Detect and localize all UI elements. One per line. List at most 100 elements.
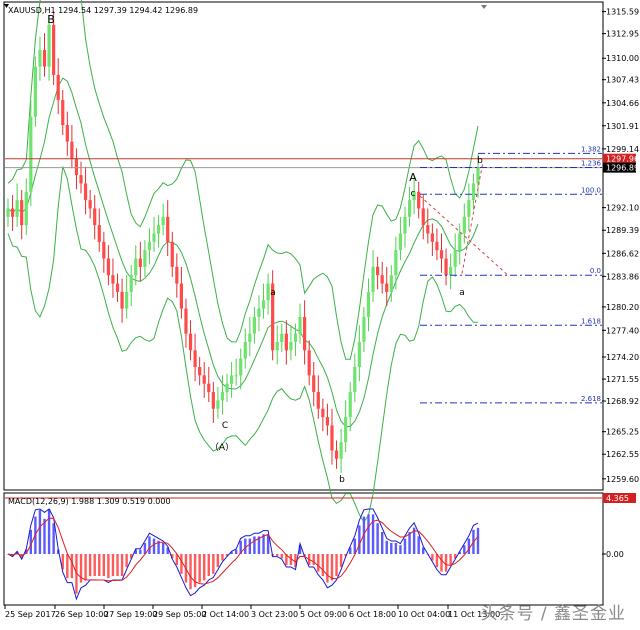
candle-body <box>134 258 138 276</box>
trend-line <box>461 161 484 274</box>
macd-histogram-bar <box>88 554 92 576</box>
macd-histogram-bar <box>358 525 361 554</box>
macd-histogram-bar <box>175 554 179 565</box>
y-tick-label: 1301.91 <box>606 122 639 131</box>
wave-label: b <box>339 475 345 485</box>
candle-body <box>476 167 480 184</box>
macd-histogram-bar <box>262 534 265 554</box>
wave-label: b <box>477 156 483 166</box>
macd-histogram-bar <box>79 554 83 583</box>
candles <box>6 11 480 473</box>
macd-histogram-bar <box>298 545 302 554</box>
candle-body <box>334 450 339 459</box>
macd-histogram-bar <box>125 554 128 568</box>
macd-histogram-bar <box>203 554 206 581</box>
wave-label: C <box>222 421 228 431</box>
current-price-tag-label: 1296.89 <box>606 164 639 173</box>
macd-histogram-bar <box>335 554 338 576</box>
candle-body <box>10 208 15 217</box>
candle-body <box>248 333 252 342</box>
fib-level-label: 100.0 <box>581 186 601 194</box>
candle-body <box>362 316 366 342</box>
candle-body <box>83 183 88 201</box>
candle-body <box>211 392 215 409</box>
macd-histogram-bar <box>239 540 242 554</box>
y-tick-label: 1315.59 <box>606 8 639 17</box>
macd-top-tag-label: 4.365 <box>606 494 629 503</box>
macd-histogram-bar <box>56 549 60 554</box>
fib-level-label: 0.0 <box>590 267 601 275</box>
candle-body <box>225 383 229 393</box>
candle-body <box>357 341 361 367</box>
macd-histogram-bar <box>339 554 343 568</box>
trend-line <box>419 195 509 276</box>
macd-histogram-bar <box>15 551 19 554</box>
current-price-tag <box>603 162 636 173</box>
macd-histogram-bar <box>349 547 352 554</box>
candle-body <box>170 241 174 267</box>
macd-histogram-bar <box>180 554 183 574</box>
y-tick-label: 1307.43 <box>606 76 639 85</box>
candle-body <box>439 250 444 259</box>
macd-histogram-bar <box>390 543 393 554</box>
fib-level-label: 1.618 <box>581 317 601 325</box>
macd-histogram-bar <box>376 523 379 554</box>
candle-body <box>380 275 384 284</box>
macd-histogram-bar <box>248 538 252 554</box>
macd-histogram-bar <box>380 532 384 554</box>
candle-body <box>20 200 24 226</box>
macd-histogram-bar <box>234 549 238 554</box>
macd-histogram-bar <box>422 547 425 554</box>
macd-histogram-bar <box>47 509 51 554</box>
macd-histogram-bar <box>93 554 96 576</box>
macd-histogram-bar <box>29 529 33 554</box>
candle-body <box>298 316 302 334</box>
candle-body <box>207 383 211 393</box>
macd-histogram-bar <box>276 554 279 557</box>
x-tick-label: 5 Oct 09:00 <box>300 610 347 619</box>
candle-body <box>467 200 471 217</box>
macd-histogram-bar <box>116 554 119 576</box>
macd-histogram-bar <box>317 554 320 572</box>
candle-body <box>239 358 243 376</box>
candle-body <box>366 291 371 317</box>
candle-body <box>407 200 412 217</box>
candle-body <box>444 258 448 276</box>
bollinger-middle <box>7 77 479 427</box>
macd-histogram-bar <box>385 540 388 554</box>
candle-body <box>147 241 152 251</box>
macd-label: MACD(12,26,9) 1.988 1.309 0.519 0.000 <box>8 497 171 506</box>
red-price-tag-label: 1297.96 <box>606 155 639 164</box>
macd-line <box>7 508 479 601</box>
symbol-collapse-icon <box>4 4 9 8</box>
y-tick-label: 1271.55 <box>606 375 639 384</box>
macd-histogram-bar <box>193 554 197 587</box>
candle-body <box>120 291 124 309</box>
macd-histogram-bar <box>161 543 165 554</box>
candle-body <box>61 99 65 125</box>
macd-histogram-bar <box>139 549 142 554</box>
macd-histogram-bar <box>371 514 375 554</box>
x-tick-label: 29 Sep 05:00 <box>153 610 206 619</box>
price-axis: 1315.59 1312.95 1310.00 1307.43 1304.66 1301.… <box>602 8 639 484</box>
wave-label: （A） <box>210 442 234 453</box>
candle-body <box>24 191 28 226</box>
macd-histogram-bar <box>463 545 466 554</box>
macd-histogram-bar <box>294 554 297 568</box>
y-tick-label: 1310.00 <box>606 54 639 63</box>
macd-histogram-bar <box>449 554 452 565</box>
macd-histogram-bar <box>253 536 256 554</box>
macd-histogram-bar <box>408 532 411 554</box>
macd-histogram-bar <box>43 518 46 554</box>
macd-histogram-bar <box>289 554 293 565</box>
macd-histogram-bar <box>394 543 398 554</box>
macd-histogram-bar <box>130 554 133 559</box>
candle-body <box>102 241 106 259</box>
wave-label: A <box>409 171 417 184</box>
y-tick-label: 1283.86 <box>606 272 639 281</box>
macd-histogram-bar <box>212 554 215 574</box>
macd-signal-line <box>7 517 479 585</box>
candle-body <box>243 341 247 359</box>
candle-body <box>289 341 293 351</box>
